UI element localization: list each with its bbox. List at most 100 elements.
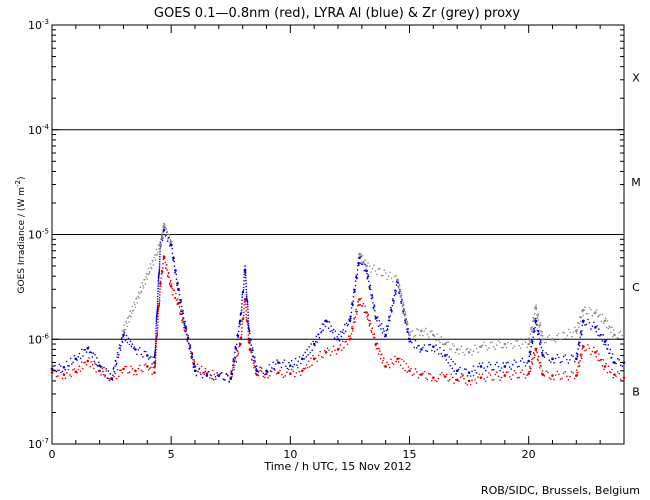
trace-dot <box>580 356 583 358</box>
trace-dot <box>252 355 255 357</box>
trace-dot <box>166 240 169 242</box>
trace-dot <box>119 347 121 349</box>
trace-dot <box>587 318 589 321</box>
trace-dot <box>423 330 426 333</box>
data-point <box>582 308 585 312</box>
trace-dot <box>541 373 543 376</box>
trace-dot <box>381 362 384 364</box>
trace-dot <box>392 363 395 366</box>
trace-dot <box>389 315 392 317</box>
trace-dot <box>187 337 190 340</box>
trace-dot <box>393 275 396 278</box>
trace-dot <box>513 345 516 347</box>
credit-text: ROB/SIDC, Brussels, Belgium <box>481 484 640 497</box>
trace-dot <box>419 373 421 376</box>
trace-dot <box>425 377 427 379</box>
trace-dot <box>341 331 344 333</box>
trace-dot <box>189 346 192 349</box>
trace-dot <box>351 302 354 305</box>
trace-dot <box>89 365 91 368</box>
trace-dot <box>533 313 536 315</box>
trace-dot <box>348 318 350 321</box>
trace-dot <box>241 327 243 329</box>
trace-dot <box>64 377 67 380</box>
trace-dot <box>579 341 581 344</box>
trace-dot <box>101 367 104 370</box>
data-point <box>348 319 352 323</box>
trace-dot <box>242 317 245 319</box>
trace-dot <box>247 334 250 336</box>
trace-dot <box>236 350 239 353</box>
trace-dot <box>384 365 386 368</box>
trace-dot <box>156 298 159 300</box>
trace-dot <box>394 289 396 291</box>
data-point <box>300 357 304 361</box>
trace-dot <box>393 300 395 302</box>
trace-dot <box>161 239 164 242</box>
trace-dot <box>132 347 135 350</box>
trace-dot <box>609 326 611 329</box>
trace-dot <box>401 298 403 301</box>
trace-dot <box>360 253 362 256</box>
trace-dot <box>607 344 610 346</box>
trace-dot <box>264 376 266 379</box>
trace-dot <box>159 241 162 244</box>
trace-dot <box>546 336 549 338</box>
trace-dot <box>461 375 464 377</box>
trace-dot <box>428 336 430 338</box>
trace-dot <box>534 317 537 320</box>
trace-dot <box>200 365 203 368</box>
trace-dot <box>368 288 371 290</box>
trace-dot <box>137 367 140 370</box>
trace-dot <box>478 373 481 376</box>
trace-dot <box>282 361 284 364</box>
trace-dot <box>67 368 70 371</box>
trace-dot <box>576 332 578 335</box>
trace-dot <box>536 351 538 354</box>
trace-dot <box>545 370 547 372</box>
trace-dot <box>112 367 115 369</box>
trace-dot <box>116 351 119 354</box>
trace-dot <box>499 369 501 372</box>
trace-dot <box>183 324 186 326</box>
trace-dot <box>403 309 405 312</box>
trace-dot <box>368 319 370 322</box>
trace-dot <box>148 356 151 359</box>
trace-dot <box>410 331 412 333</box>
trace-dot <box>399 290 401 292</box>
trace-dot <box>365 268 367 270</box>
trace-dot <box>481 373 484 375</box>
trace-dot <box>406 330 409 333</box>
trace-dot <box>116 368 119 371</box>
trace-dot <box>269 374 271 377</box>
trace-dot <box>371 294 374 296</box>
trace-dot <box>466 384 469 386</box>
trace-dot <box>567 378 570 381</box>
trace-dot <box>356 310 359 313</box>
trace-dot <box>484 380 487 383</box>
trace-dot <box>523 339 525 341</box>
trace-dot <box>595 330 598 333</box>
trace-dot <box>243 283 245 286</box>
trace-dot <box>373 264 375 266</box>
trace-dot <box>362 302 365 305</box>
trace-dot <box>494 363 497 366</box>
trace-dot <box>330 325 332 327</box>
data-point <box>229 377 233 381</box>
trace-dot <box>548 334 551 337</box>
trace-dot <box>280 366 283 369</box>
trace-dot <box>400 302 403 305</box>
trace-dot <box>395 284 398 287</box>
data-point <box>432 333 435 337</box>
trace-dot <box>191 354 193 357</box>
data-point <box>594 351 597 354</box>
trace-dot <box>69 374 71 376</box>
trace-dot <box>240 306 243 309</box>
trace-dot <box>57 375 59 377</box>
trace-dot <box>474 344 476 347</box>
trace-dot <box>193 359 195 361</box>
trace-dot <box>329 354 332 357</box>
trace-dot <box>477 351 479 354</box>
trace-dot <box>582 314 584 317</box>
trace-dot <box>314 340 317 343</box>
